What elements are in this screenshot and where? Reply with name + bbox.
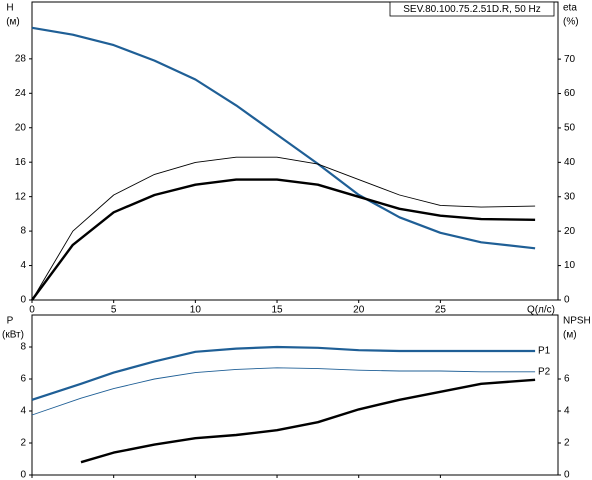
y-tick-label: 28 xyxy=(15,53,27,64)
y-tick-label: 12 xyxy=(15,191,27,202)
x-tick-label: 0 xyxy=(29,305,35,316)
y-axis-unit: (кВт) xyxy=(2,330,24,341)
curve xyxy=(31,345,536,401)
curve xyxy=(31,156,536,301)
curve xyxy=(31,367,536,416)
x-tick-label: 25 xyxy=(435,305,447,316)
y2-tick-label: 4 xyxy=(564,406,570,417)
x-axis-label: Q(л/с) xyxy=(527,305,555,316)
x-tick-label: 10 xyxy=(190,305,202,316)
y-axis-label: P xyxy=(7,316,14,327)
y2-tick-label: 10 xyxy=(564,260,576,271)
x-tick-label: 5 xyxy=(111,305,117,316)
y2-tick-label: 70 xyxy=(564,54,576,65)
y-axis-label: H xyxy=(6,3,13,14)
y-tick-label: 4 xyxy=(20,406,26,417)
curve xyxy=(31,178,536,301)
y2-tick-label: 0 xyxy=(564,470,570,480)
y-tick-label: 0 xyxy=(20,295,26,306)
y-tick-label: 20 xyxy=(15,122,27,133)
y2-tick-label: 6 xyxy=(564,374,570,385)
title-box xyxy=(389,1,555,17)
y2-tick-label: 2 xyxy=(564,438,570,449)
y-tick-label: 6 xyxy=(20,374,26,385)
y-tick-label: 0 xyxy=(20,470,26,480)
y2-tick-label: 20 xyxy=(564,226,576,237)
y2-tick-label: 0 xyxy=(564,295,570,306)
x-tick-label: 20 xyxy=(353,305,365,316)
y-tick-label: 8 xyxy=(20,342,26,353)
chart-title: SEV.80.100.75.2.51D.R, 50 Hz xyxy=(403,4,541,15)
plot-frame xyxy=(31,314,559,476)
y-axis-unit: (м) xyxy=(6,17,20,28)
y2-tick-label: 60 xyxy=(564,88,576,99)
curve xyxy=(80,378,536,464)
y2-axis-label: NPSH xyxy=(563,316,591,327)
y-tick-label: 24 xyxy=(15,88,27,99)
y2-tick-label: 30 xyxy=(564,191,576,202)
y-tick-label: 2 xyxy=(20,438,26,449)
series-label: P2 xyxy=(538,366,551,377)
y2-axis-unit: (%) xyxy=(563,17,579,28)
curve xyxy=(31,26,536,250)
plot-frame xyxy=(31,1,559,301)
y-tick-label: 8 xyxy=(20,226,26,237)
y-tick-label: 4 xyxy=(20,260,26,271)
y2-tick-label: 40 xyxy=(564,157,576,168)
y-tick-label: 16 xyxy=(15,157,27,168)
x-tick-label: 15 xyxy=(271,305,283,316)
y2-tick-label: 50 xyxy=(564,123,576,134)
y2-axis-label: eta xyxy=(563,3,577,14)
series-label: P1 xyxy=(538,346,551,357)
y2-axis-unit: (м) xyxy=(563,330,577,341)
